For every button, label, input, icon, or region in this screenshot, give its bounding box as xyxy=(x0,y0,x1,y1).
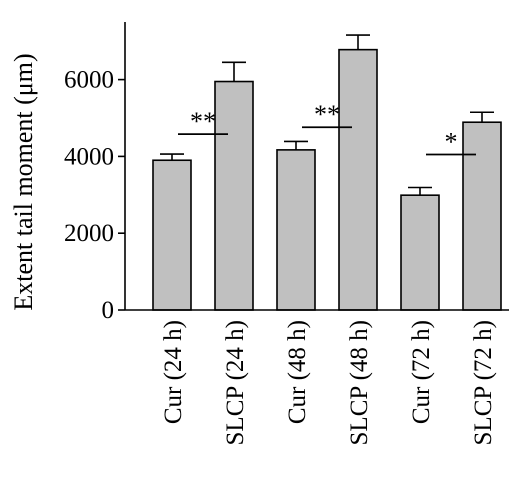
x-tick-label: Cur (72 h) xyxy=(408,320,435,424)
x-axis: Cur (24 h) SLCP (24 h) Cur (48 h) SLCP (48 … xyxy=(125,309,509,445)
bar xyxy=(338,48,378,311)
x-tick-label: SLCP (72 h) xyxy=(470,320,497,445)
significance-label: ** xyxy=(190,107,216,136)
y-axis-label: Extent tail moment (μm) xyxy=(9,53,38,310)
y-tick-label: 2000 xyxy=(64,220,114,247)
y-tick-label: 4000 xyxy=(64,143,114,170)
x-tick-label: SLCP (48 h) xyxy=(346,320,373,445)
significance-markers: ** *** xyxy=(178,100,476,156)
bar xyxy=(462,121,502,311)
x-tick-label: Cur (48 h) xyxy=(284,320,311,424)
y-tick-label: 0 xyxy=(102,297,115,324)
y-tick-label: 6000 xyxy=(64,67,114,94)
bar xyxy=(276,149,316,311)
x-tick-label: SLCP (24 h) xyxy=(222,320,249,445)
bar xyxy=(400,194,440,311)
significance-label: ** xyxy=(314,100,340,129)
bar xyxy=(152,159,192,311)
bar xyxy=(214,80,254,311)
y-axis: 0 2000 4000 6000 xyxy=(64,22,126,324)
bars xyxy=(152,34,502,311)
x-tick-label: Cur (24 h) xyxy=(160,320,187,424)
significance-label: * xyxy=(445,127,458,156)
